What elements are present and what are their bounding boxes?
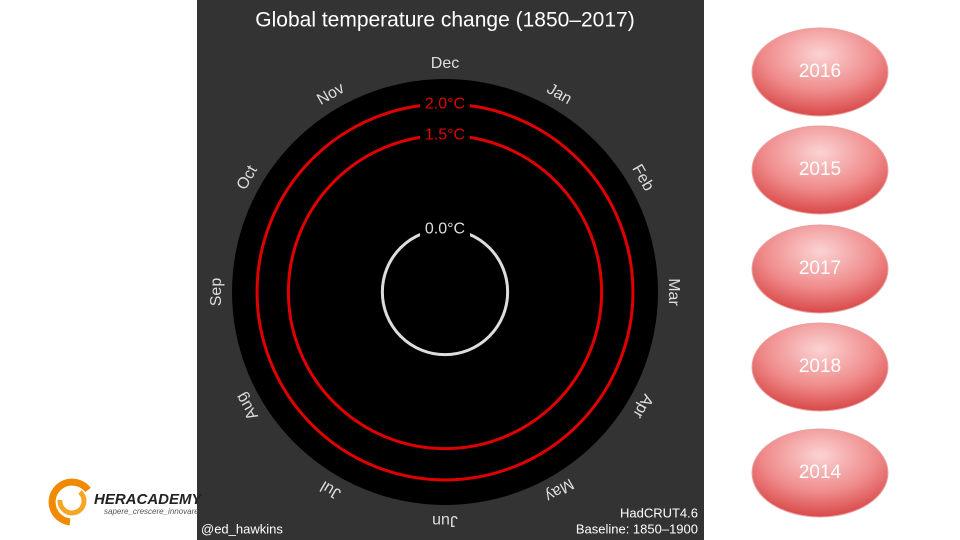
credit: @ed_hawkins <box>201 521 283 536</box>
logo: HERACADEMY sapere_crescere_innovare <box>48 478 204 526</box>
year-button[interactable]: 2017 <box>751 224 889 314</box>
year-button[interactable]: 2015 <box>751 125 889 215</box>
button-label[interactable]: 2014 <box>799 462 842 483</box>
ring-label-bg <box>420 94 470 115</box>
source: HadCRUT4.6 <box>620 505 698 520</box>
chart-title: Global temperature change (1850–2017) <box>255 9 634 32</box>
ring-label: 1.5°C <box>425 127 465 144</box>
rings: 0.0°C 1.5°C 2.0°C <box>255 94 635 482</box>
ring-label: 2.0°C <box>425 95 465 112</box>
year-button[interactable]: 2018 <box>751 322 889 412</box>
button-shape[interactable] <box>751 125 889 215</box>
button-shape[interactable] <box>751 224 889 314</box>
button-label[interactable]: 2016 <box>799 61 841 82</box>
ring-label: 0.0°C <box>425 221 465 238</box>
button-label[interactable]: 2018 <box>799 356 841 377</box>
month-label: Sep <box>208 278 225 307</box>
logo-name: HERACADEMY <box>94 491 204 508</box>
button-shape[interactable] <box>751 27 889 117</box>
button-label[interactable]: 2015 <box>799 159 841 180</box>
button-shape[interactable] <box>751 322 889 412</box>
year-button[interactable]: 2014 <box>751 428 889 518</box>
logo-tagline: sapere_crescere_innovare <box>104 507 199 516</box>
ring-label-bg <box>420 219 470 240</box>
logo-swirl <box>48 478 91 526</box>
month-label: Dec <box>431 55 459 72</box>
month-label: Jun <box>432 512 458 529</box>
logo-swirl <box>57 490 87 516</box>
year-buttons: 2016 2015 2017 2018 2014 <box>751 27 889 518</box>
month-label: Mar <box>665 278 682 306</box>
year-button[interactable]: 2016 <box>751 27 889 117</box>
plot-disc <box>232 79 658 505</box>
ring-label-bg <box>420 125 470 146</box>
button-label[interactable]: 2017 <box>799 258 841 279</box>
baseline: Baseline: 1850–1900 <box>576 521 698 536</box>
button-shape[interactable] <box>751 428 889 518</box>
